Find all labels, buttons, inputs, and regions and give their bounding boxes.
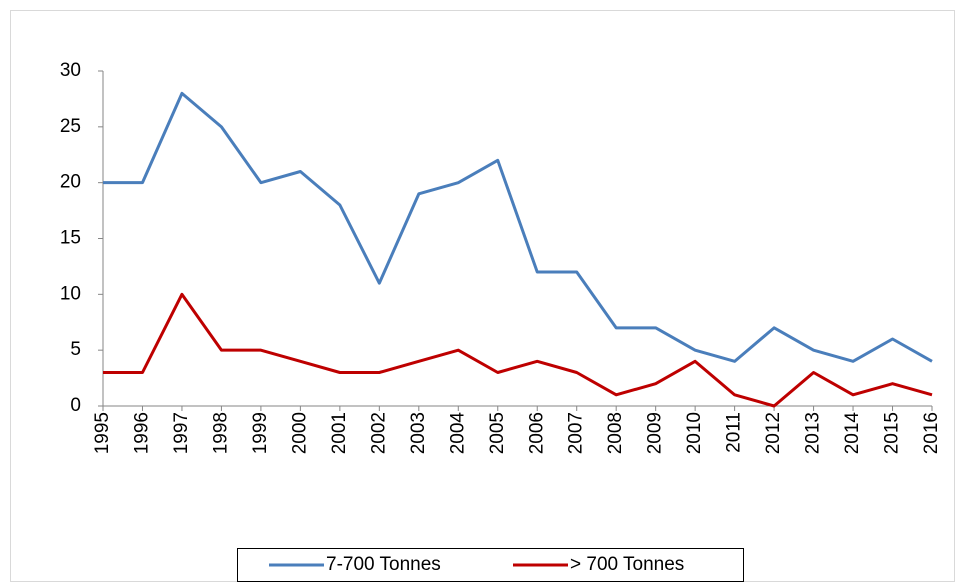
y-tick-label: 15: [60, 228, 81, 249]
x-tick-label: 1995: [92, 412, 113, 454]
x-tick-label: 2016: [921, 412, 942, 454]
series-line: [103, 91, 933, 363]
legend-label: > 700 Tonnes: [570, 554, 684, 575]
x-tick-label: 2014: [842, 412, 863, 455]
x-tick-label: 2000: [289, 412, 310, 454]
y-tick-label: 25: [60, 116, 81, 137]
y-tick-label: 30: [60, 60, 81, 81]
x-tick-label: 2006: [526, 412, 547, 454]
y-tick-label: 0: [70, 395, 81, 416]
x-tick-label: 2011: [724, 412, 745, 453]
chart-frame: [10, 10, 955, 582]
x-tick-label: 2008: [605, 412, 626, 454]
series-line: [103, 292, 933, 408]
x-tick-label: 2004: [447, 412, 468, 455]
x-tick-label: 1997: [171, 412, 192, 454]
x-tick-label: 2013: [803, 412, 824, 454]
x-tick-label: 2002: [368, 412, 389, 454]
x-tick-label: 2015: [882, 412, 903, 454]
x-tick-label: 1996: [131, 412, 152, 454]
x-tick-label: 2003: [408, 412, 429, 454]
x-tick-label: 2009: [645, 412, 666, 454]
x-tick-label: 1998: [210, 412, 231, 454]
x-tick-label: 1999: [250, 412, 271, 454]
x-tick-label: 2007: [566, 412, 587, 454]
y-tick-label: 5: [70, 339, 81, 360]
x-tick-label: 2001: [329, 412, 350, 454]
y-tick-label: 20: [60, 172, 81, 193]
x-tick-label: 2010: [684, 412, 705, 454]
y-tick-label: 10: [60, 283, 81, 304]
x-tick-label: 2012: [763, 412, 784, 454]
x-tick-label: 2005: [487, 412, 508, 454]
legend-label: 7-700 Tonnes: [326, 554, 441, 575]
